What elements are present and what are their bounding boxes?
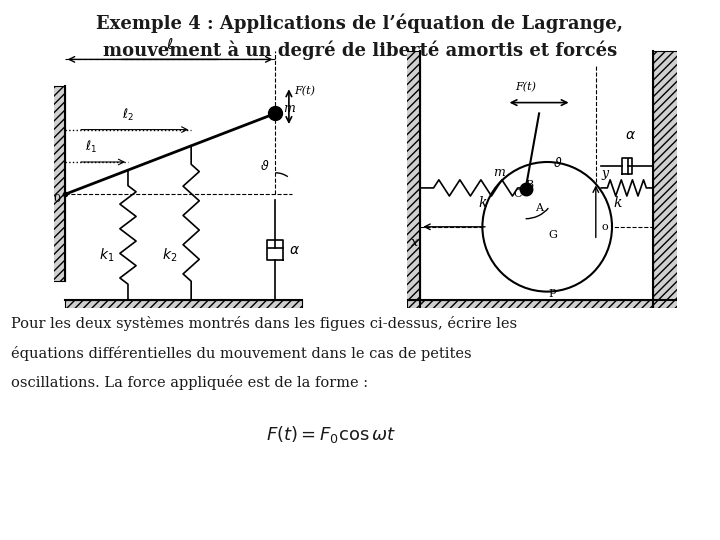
- Text: Exemple 4 : Applications de l’équation de Lagrange,: Exemple 4 : Applications de l’équation d…: [96, 14, 624, 33]
- Text: $k_2$: $k_2$: [162, 246, 177, 264]
- Text: k: k: [613, 196, 621, 210]
- Text: $\vartheta$: $\vartheta$: [260, 159, 269, 173]
- Text: k: k: [478, 196, 487, 210]
- Text: m: m: [284, 102, 295, 114]
- Text: $\alpha$: $\alpha$: [289, 243, 300, 257]
- Text: oscillations. La force appliquée est de la forme :: oscillations. La force appliquée est de …: [11, 375, 368, 390]
- Text: $\ell_2$: $\ell_2$: [122, 107, 134, 123]
- Text: F(t): F(t): [294, 86, 315, 97]
- Text: o: o: [601, 221, 608, 232]
- Text: mouvement à un degré de liberté amortis et forcés: mouvement à un degré de liberté amortis …: [103, 40, 617, 60]
- Text: Pour les deux systèmes montrés dans les figues ci-dessus, écrire les: Pour les deux systèmes montrés dans les …: [11, 316, 517, 331]
- Text: $k_1$: $k_1$: [99, 246, 114, 264]
- Text: G: G: [548, 230, 557, 240]
- Bar: [40, 86, 65, 281]
- Text: y: y: [601, 167, 608, 180]
- Text: 0: 0: [53, 194, 60, 205]
- Bar: [407, 300, 677, 321]
- Text: F(t): F(t): [515, 82, 536, 92]
- Text: $\ell$: $\ell$: [166, 37, 174, 52]
- Text: $F(t)= F_0 \cos\omega t$: $F(t)= F_0 \cos\omega t$: [266, 424, 397, 445]
- Text: $\alpha$: $\alpha$: [626, 129, 636, 143]
- Text: équations différentielles du mouvement dans le cas de petites: équations différentielles du mouvement d…: [11, 346, 472, 361]
- Bar: [652, 51, 680, 308]
- Text: x: x: [411, 235, 418, 249]
- Text: B: B: [526, 180, 534, 190]
- Text: C: C: [513, 189, 522, 199]
- Text: $\vartheta$: $\vartheta$: [553, 157, 563, 171]
- Text: A: A: [535, 203, 543, 213]
- Text: P: P: [549, 289, 557, 299]
- Bar: [65, 300, 302, 321]
- Circle shape: [482, 162, 612, 292]
- Text: m: m: [492, 165, 505, 179]
- Bar: [393, 51, 420, 308]
- Text: $\ell_1$: $\ell_1$: [85, 139, 97, 156]
